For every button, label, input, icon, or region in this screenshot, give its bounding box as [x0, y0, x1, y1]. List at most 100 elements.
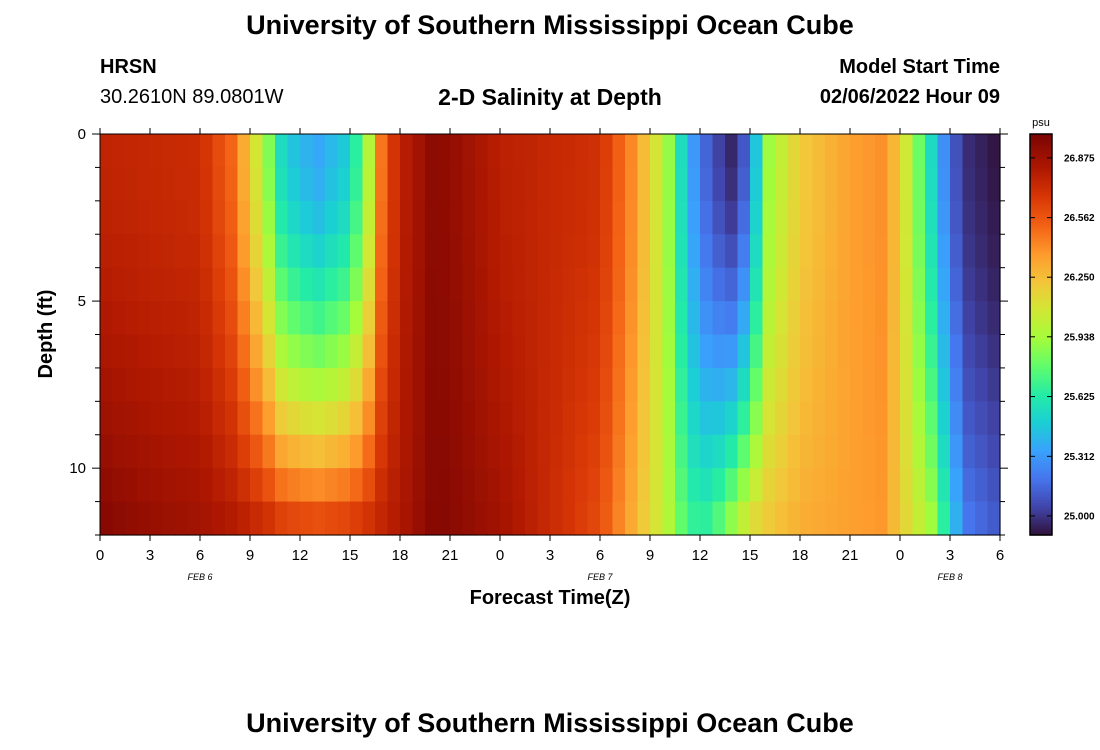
heatmap-cell — [612, 334, 626, 369]
heatmap-cell — [925, 334, 939, 369]
colorbar-swatch — [1030, 186, 1052, 189]
heatmap-cell — [100, 501, 114, 536]
heatmap-cell — [687, 200, 701, 235]
heatmap-cell — [925, 234, 939, 269]
heatmap-cell — [137, 367, 151, 402]
heatmap-cell — [862, 434, 876, 469]
heatmap-cell — [225, 334, 239, 369]
heatmap-cell — [687, 301, 701, 336]
colorbar-swatch — [1030, 144, 1052, 147]
heatmap-cell — [575, 301, 589, 336]
colorbar-swatch — [1030, 308, 1052, 312]
colorbar-swatch — [1030, 184, 1052, 187]
heatmap-cell — [850, 401, 864, 436]
colorbar-swatch — [1030, 280, 1052, 283]
colorbar-swatch — [1030, 516, 1052, 520]
heatmap-cell — [562, 234, 576, 269]
heatmap-cell — [950, 234, 964, 269]
heatmap-cell — [675, 301, 689, 336]
heatmap-cell — [650, 468, 664, 503]
heatmap-cell — [162, 434, 176, 469]
colorbar-swatch — [1030, 208, 1052, 211]
heatmap-cell — [300, 367, 314, 402]
heatmap-cell — [812, 267, 826, 302]
heatmap-cell — [762, 167, 776, 202]
heatmap-cell — [775, 367, 789, 402]
heatmap-cell — [150, 468, 164, 503]
heatmap-cell — [487, 367, 501, 402]
heatmap-cell — [100, 434, 114, 469]
heatmap-cell — [725, 301, 739, 336]
colorbar-swatch — [1030, 358, 1052, 362]
heatmap-cell — [425, 234, 439, 269]
heatmap-cell — [637, 267, 651, 302]
heatmap-cell — [662, 334, 676, 369]
heatmap-cell — [450, 501, 464, 536]
heatmap-cell — [375, 501, 389, 536]
heatmap-cell — [712, 167, 726, 202]
heatmap-cell — [975, 434, 989, 469]
heatmap-cell — [500, 234, 514, 269]
colorbar-swatch — [1030, 438, 1052, 442]
heatmap-cell — [237, 234, 251, 269]
heatmap-cell — [750, 167, 764, 202]
colorbar-swatch — [1030, 434, 1052, 438]
heatmap-cell — [375, 200, 389, 235]
colorbar-swatch — [1030, 440, 1052, 444]
heatmap-cell — [125, 501, 139, 536]
colorbar-swatch — [1030, 504, 1052, 508]
heatmap-cell — [937, 501, 951, 536]
colorbar-swatch — [1030, 514, 1052, 518]
heatmap-cell — [112, 367, 126, 402]
heatmap-cell — [662, 367, 676, 402]
heatmap-cell — [812, 334, 826, 369]
heatmap-cell — [662, 200, 676, 235]
heatmap-cell — [962, 501, 976, 536]
heatmap-cell — [337, 434, 351, 469]
heatmap-cell — [350, 501, 364, 536]
heatmap-cell — [137, 200, 151, 235]
heatmap-cell — [912, 234, 926, 269]
colorbar-swatch — [1030, 258, 1052, 261]
colorbar-swatch — [1030, 460, 1052, 464]
heatmap-cell — [975, 234, 989, 269]
heatmap-cell — [587, 200, 601, 235]
heatmap-cell — [475, 501, 489, 536]
heatmap-cell — [925, 434, 939, 469]
heatmap-cell — [112, 401, 126, 436]
heatmap-cell — [550, 167, 564, 202]
x-tick-label: 21 — [842, 547, 859, 564]
heatmap-cell — [312, 134, 326, 169]
heatmap-cell — [925, 367, 939, 402]
heatmap-cell — [462, 434, 476, 469]
heatmap-cell — [825, 334, 839, 369]
heatmap-cell — [175, 367, 189, 402]
heatmap-cell — [750, 301, 764, 336]
heatmap-cell — [400, 234, 414, 269]
heatmap-cell — [225, 234, 239, 269]
heatmap-cell — [712, 301, 726, 336]
x-tick-label: 0 — [896, 547, 904, 564]
heatmap-cell — [962, 434, 976, 469]
heatmap-cell — [400, 167, 414, 202]
heatmap-cell — [175, 167, 189, 202]
heatmap-cell — [775, 468, 789, 503]
heatmap-cell — [362, 234, 376, 269]
heatmap-cell — [425, 468, 439, 503]
colorbar-swatch — [1030, 332, 1052, 336]
heatmap-cell — [662, 468, 676, 503]
heatmap-cell — [112, 301, 126, 336]
heatmap-cell — [400, 134, 414, 169]
heatmap-cell — [725, 334, 739, 369]
colorbar-swatch — [1030, 146, 1052, 149]
heatmap-cell — [762, 334, 776, 369]
heatmap-cell — [487, 501, 501, 536]
heatmap-cell — [500, 134, 514, 169]
heatmap-cell — [887, 468, 901, 503]
colorbar-swatch — [1030, 164, 1052, 167]
heatmap-cell — [237, 401, 251, 436]
heatmap-cell — [325, 267, 339, 302]
heatmap-cell — [662, 401, 676, 436]
heatmap-cell — [862, 334, 876, 369]
heatmap-cell — [925, 501, 939, 536]
